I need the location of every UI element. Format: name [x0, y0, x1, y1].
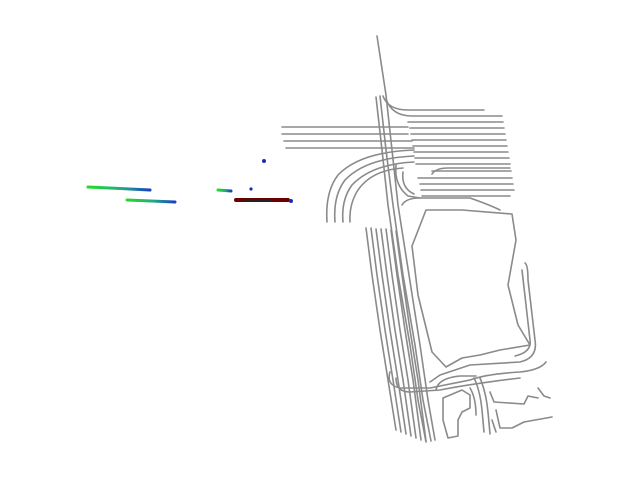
lane-line — [492, 420, 496, 432]
lane-line — [386, 99, 502, 116]
lane-line — [327, 150, 414, 222]
lane-line — [490, 392, 538, 404]
lane-line — [430, 263, 535, 382]
agent-history-track — [127, 200, 175, 202]
lane-line — [371, 228, 401, 432]
agent-point — [289, 199, 293, 203]
agent-point — [262, 159, 266, 163]
lane-line — [396, 165, 420, 198]
lane-line — [366, 228, 396, 430]
road-network — [282, 36, 552, 442]
lane-line — [383, 96, 484, 110]
lane-line — [443, 390, 470, 438]
lane-line — [377, 36, 435, 440]
lane-line — [412, 210, 530, 367]
lane-line — [403, 172, 414, 194]
lane-line — [402, 198, 500, 210]
agent-point — [249, 187, 252, 190]
agent-history-track — [88, 187, 150, 190]
lane-line — [470, 388, 476, 415]
agent-history-track — [218, 190, 231, 191]
lane-line — [538, 388, 550, 398]
lane-line — [496, 410, 552, 428]
agent-trajectories — [88, 159, 293, 203]
